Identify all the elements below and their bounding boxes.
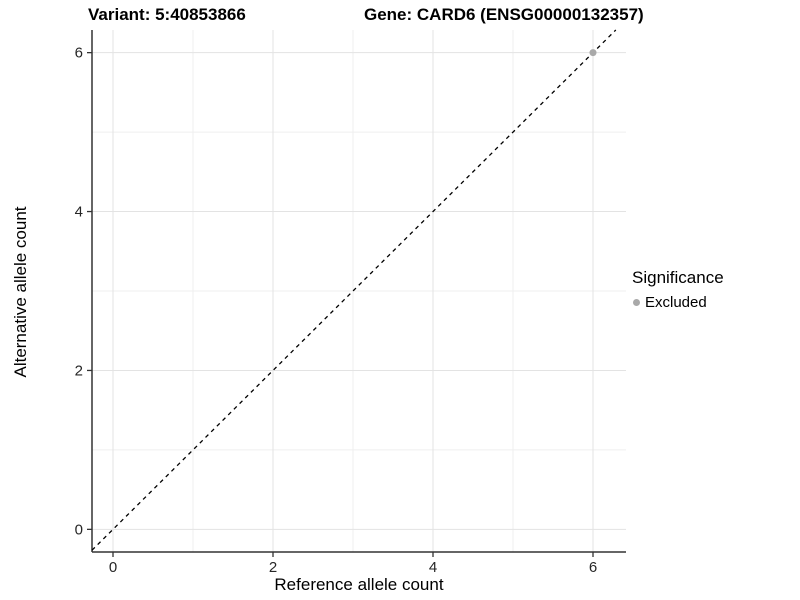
- y-tick-label: 2: [75, 362, 83, 379]
- y-axis-title: Alternative allele count: [11, 206, 30, 378]
- x-tick-label: 0: [109, 559, 117, 576]
- data-point: [589, 49, 597, 57]
- y-tick-label: 0: [75, 521, 83, 538]
- excluded-point-icon: [633, 299, 640, 306]
- x-axis-title: Reference allele count: [274, 575, 444, 594]
- x-tick-label: 4: [429, 559, 437, 576]
- identity-line: [91, 29, 617, 551]
- x-tick-label: 2: [269, 559, 277, 576]
- legend-title: Significance: [632, 268, 724, 287]
- legend-item-label: Excluded: [645, 294, 707, 311]
- y-tick-label: 6: [75, 45, 83, 62]
- legend: Significance Excluded: [632, 268, 724, 311]
- plot-title-gene: Gene: CARD6 (ENSG00000132357): [364, 5, 644, 24]
- x-tick-label: 6: [589, 559, 597, 576]
- y-tick-label: 4: [75, 204, 83, 221]
- legend-item-excluded: Excluded: [633, 294, 724, 311]
- plot-title-variant: Variant: 5:40853866: [88, 5, 246, 24]
